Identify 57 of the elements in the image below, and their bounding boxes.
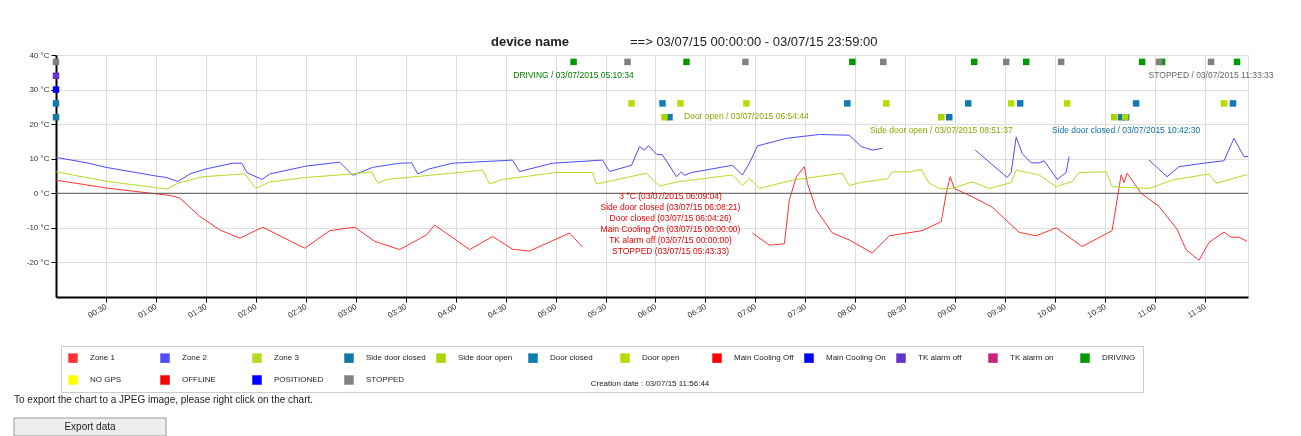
point [659, 100, 666, 107]
line-series [55, 168, 1248, 190]
legend-label: DRIVING [1102, 353, 1136, 363]
point [880, 58, 887, 66]
chart-title: device name [490, 34, 570, 49]
text: To export the chart to a JPEG image, please right click on the chart. [14, 394, 314, 405]
legend-label: Main Cooling On [826, 353, 886, 363]
point [570, 58, 577, 66]
point [1220, 100, 1228, 107]
text: Creation date : 03/07/15 11:56:44 [590, 379, 710, 388]
legend-label: STOPPED [366, 375, 405, 384]
point [683, 58, 690, 66]
legend-label: Zone 2 [182, 353, 208, 363]
point [849, 58, 856, 66]
point [1063, 100, 1071, 107]
point [628, 100, 635, 107]
y-tick-label: 30 °C [29, 85, 50, 95]
point [624, 58, 631, 66]
annotation: STOPPED / 03/07/2015 11:33:33 [1148, 69, 1274, 80]
point [743, 100, 750, 107]
point [1132, 100, 1140, 107]
legend-label: POSITIONED [274, 375, 324, 384]
legend-label: Zone 3 [274, 353, 300, 363]
point [964, 100, 972, 107]
annotation: Side door open / 03/07/2015 08:51:37 [869, 125, 1013, 136]
legend-label: Main Cooling Off [734, 353, 795, 363]
annotation: 3 °C (03/07/2015 06:09:04) Side door closed (03/07/15 06:08:21) Door closed (03/07/15 06:04:26) Main Cooling On (03/07/15 00:00:00) TK alarm off (03/07/15 00:00:00) STOPPED (03/07/15 05:43:33) [600, 190, 741, 256]
y-tick-label: -20 °C [26, 257, 50, 267]
point [883, 100, 890, 107]
point [742, 58, 749, 66]
point [661, 113, 668, 121]
text: Export data [64, 421, 116, 432]
annotation: DRIVING / 03/07/2015 05:10:34 [513, 69, 635, 80]
y-tick-label: 20 °C [29, 119, 50, 129]
annotation: Side door closed / 03/07/2015 10:42:30 [1051, 125, 1201, 136]
legend-label: Door closed [550, 353, 593, 363]
legend-label: Side door open [458, 353, 513, 363]
chart-subtitle: ==> 03/07/15 00:00:00 - 03/07/15 23:59:00 [630, 34, 878, 49]
y-tick-label: 40 °C [29, 50, 50, 60]
point [52, 100, 60, 107]
y-tick-label: -10 °C [26, 223, 50, 233]
y-tick-label: 10 °C [29, 154, 50, 164]
legend-label: NO GPS [90, 375, 122, 384]
legend-label: TK alarm on [1010, 353, 1054, 363]
legend-label: Door open [642, 353, 680, 363]
point [1016, 100, 1024, 107]
point [1007, 100, 1015, 107]
legend-label: OFFLINE [182, 375, 216, 384]
point [844, 100, 851, 107]
point [52, 86, 60, 93]
y-tick-label: 0 °C [33, 188, 50, 198]
legend-label: Side door closed [366, 353, 426, 363]
legend-label: TK alarm off [918, 353, 963, 363]
point [1229, 100, 1237, 107]
annotation: Door open / 03/07/2015 06:54:44 [684, 111, 810, 122]
point [677, 100, 684, 107]
legend-label: Zone 1 [90, 353, 116, 363]
